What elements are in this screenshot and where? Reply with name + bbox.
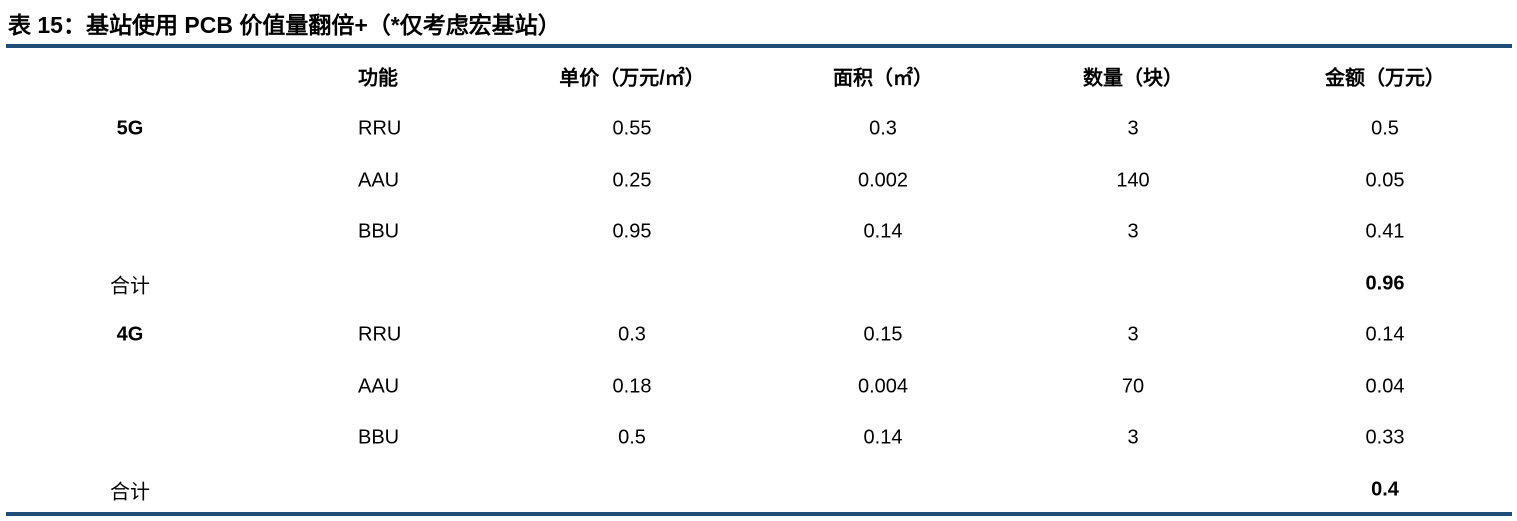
table-cell: 140 <box>1116 169 1150 191</box>
table-cell: 0.41 <box>1365 220 1405 243</box>
table-cell: BBU <box>358 220 400 243</box>
table-cell: 0.33 <box>1365 426 1405 449</box>
table-cell: 0.18 <box>612 375 652 397</box>
column-header: 面积（㎡） <box>833 67 933 90</box>
table-cell: 0.4 <box>1371 478 1399 500</box>
table-cell: 0.004 <box>857 375 909 397</box>
table-cell: 0.14 <box>1365 323 1405 346</box>
table-cell: 0.14 <box>863 426 903 449</box>
table-cell: RRU <box>358 323 402 346</box>
table-cell: 0.25 <box>612 169 652 191</box>
table-cell: 3 <box>1127 426 1139 449</box>
column-header: 功能 <box>358 67 398 90</box>
row-label: 合计 <box>110 481 150 503</box>
row-label: 4G <box>116 323 144 346</box>
row-label: 5G <box>116 117 144 140</box>
table-cell: AAU <box>358 375 400 397</box>
table-cell: RRU <box>358 117 402 140</box>
table-cell: 3 <box>1127 323 1139 346</box>
table-cell: 0.95 <box>612 220 652 243</box>
table-cell: 0.5 <box>618 426 646 449</box>
column-header: 金额（万元） <box>1325 67 1445 90</box>
table-cell: 0.002 <box>857 169 909 191</box>
table-cell: 0.96 <box>1365 272 1405 294</box>
table-cell: 0.3 <box>618 323 646 346</box>
table-cell: 0.15 <box>863 323 903 346</box>
table-cell: AAU <box>358 169 400 191</box>
table-cell: 70 <box>1121 375 1145 397</box>
table-cell: BBU <box>358 426 400 449</box>
table-cell: 0.04 <box>1365 375 1405 397</box>
bottom-rule <box>6 512 1512 516</box>
top-rule <box>6 44 1512 48</box>
table-cell: 0.55 <box>612 117 652 140</box>
table-cell: 0.05 <box>1365 169 1405 191</box>
column-header: 数量（块） <box>1083 67 1183 90</box>
row-label: 合计 <box>110 275 150 297</box>
table-cell: 0.14 <box>863 220 903 243</box>
table-cell: 0.5 <box>1371 117 1399 140</box>
table-cell: 3 <box>1127 220 1139 243</box>
column-header: 单价（万元/㎡） <box>559 67 705 90</box>
table-title: 表 15：基站使用 PCB 价值量翻倍+（*仅考虑宏基站） <box>8 12 561 38</box>
table-cell: 3 <box>1127 117 1139 140</box>
table-cell: 0.3 <box>869 117 897 140</box>
